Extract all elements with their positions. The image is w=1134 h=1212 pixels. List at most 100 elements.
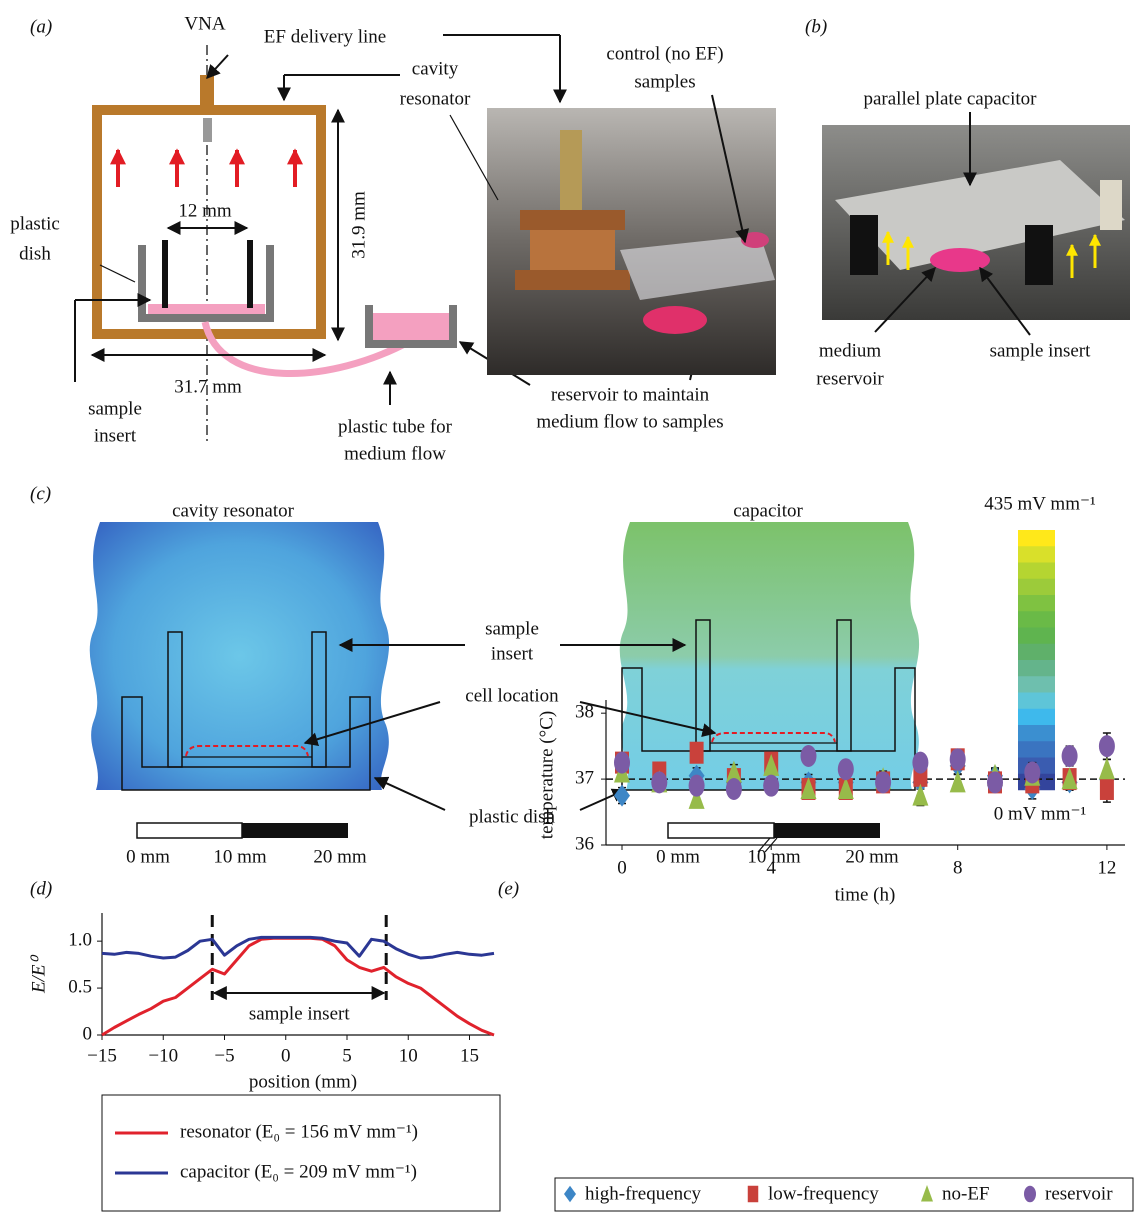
label: VNA [184,13,225,34]
legend-label: high-frequency [585,1183,702,1204]
x-tick-label: 5 [342,1045,352,1066]
marker [726,778,742,800]
label: plastic tube for [338,416,453,437]
photo-capacitor [822,112,1130,335]
x-tick-label: 8 [953,857,963,878]
x-tick-label: −5 [214,1045,234,1066]
colorbar-step [1018,579,1055,596]
label: 20 mm [313,846,367,867]
legend-label: reservoir [1045,1183,1113,1204]
field-simulation [90,522,1055,838]
label: 435 mV mm⁻¹ [984,493,1096,514]
label: 0 mm [126,846,170,867]
label: insert [491,643,534,664]
colorbar-step [1018,709,1055,726]
colorbar-step [1018,611,1055,628]
legend-label: capacitor (E₀ = 209 mV mm⁻¹) [180,1161,417,1182]
y-tick-label: 0.5 [68,976,92,997]
x-tick-label: 15 [460,1045,479,1066]
x-axis-label: position (mm) [249,1071,357,1092]
label: plastic [10,213,60,234]
panel-label: (a) [30,16,52,37]
label: medium flow [344,443,446,464]
colorbar-step [1018,644,1055,661]
marker [690,742,704,764]
label: sample [485,618,539,639]
y-tick-label: 37 [575,767,594,788]
label: samples [634,71,695,92]
colorbar-step [1018,725,1055,742]
panel-label: (b) [805,16,827,37]
label: 20 mm [845,846,899,867]
label: capacitor [733,500,803,521]
marker [838,758,854,780]
legend [102,1095,500,1211]
label: 0 mV mm⁻¹ [994,803,1087,824]
marker [987,771,1003,793]
label: EF delivery line [264,26,386,47]
y-axis-label: E/E⁰ [28,955,49,994]
legend-label: low-frequency [768,1183,879,1204]
colorbar-step [1018,660,1055,677]
marker [1099,735,1115,757]
marker [950,748,966,770]
x-tick-label: 0 [617,857,627,878]
marker [763,775,779,797]
marker [1099,757,1115,779]
label: resonator [400,88,471,109]
y-tick-label: 1.0 [68,930,92,951]
photo-resonator [487,108,776,375]
y-tick-label: 38 [575,702,594,723]
x-tick-label: −10 [148,1045,178,1066]
marker [801,745,817,767]
y-tick-label: 36 [575,833,594,854]
colorbar-step [1018,693,1055,710]
panel-label: (d) [30,878,52,899]
label: reservoir to maintain [551,384,710,405]
colorbar-step [1018,595,1055,612]
label: 10 mm [213,846,267,867]
x-tick-label: 12 [1097,857,1116,878]
colorbar-step [1018,628,1055,645]
colorbar-step [1018,741,1055,758]
label: parallel plate capacitor [863,88,1037,109]
label: medium flow to samples [536,411,723,432]
marker [950,770,966,792]
label: 0 mm [656,846,700,867]
x-tick-label: 0 [281,1045,291,1066]
marker [614,752,630,774]
x-axis-label: time (h) [835,884,896,905]
marker [651,771,667,793]
colorbar-step [1018,676,1055,693]
label: cavity resonator [172,500,295,521]
panel-label: (c) [30,483,51,504]
label: insert [94,425,137,446]
data-line [102,937,494,958]
legend-swatch [748,1186,759,1203]
label: control (no EF) [606,43,723,64]
label: 31.7 mm [174,376,242,397]
marker [1100,778,1114,800]
label: reservoir [816,368,884,389]
label: sample insert [990,340,1092,361]
y-axis-label: temperature (°C) [536,711,557,839]
marker [1024,762,1040,784]
legend-swatch [1024,1186,1036,1203]
colorbar-step [1018,563,1055,580]
colorbar-step [1018,546,1055,563]
annotation: sample insert [249,1003,351,1024]
figure: (a) (b) (c) (d) (e) VNA EF delivery line… [0,0,1134,1212]
label: 12 mm [178,200,232,221]
label: medium [819,340,881,361]
marker [1062,745,1078,767]
x-tick-label: 4 [766,857,776,878]
marker [912,752,928,774]
label: dish [19,243,51,264]
panel-label: (e) [498,878,519,899]
label: cavity [412,58,459,79]
colorbar-step [1018,530,1055,547]
label: sample [88,398,142,419]
x-tick-label: −15 [87,1045,117,1066]
label: 31.9 mm [348,191,369,259]
y-tick-label: 0 [83,1023,93,1044]
